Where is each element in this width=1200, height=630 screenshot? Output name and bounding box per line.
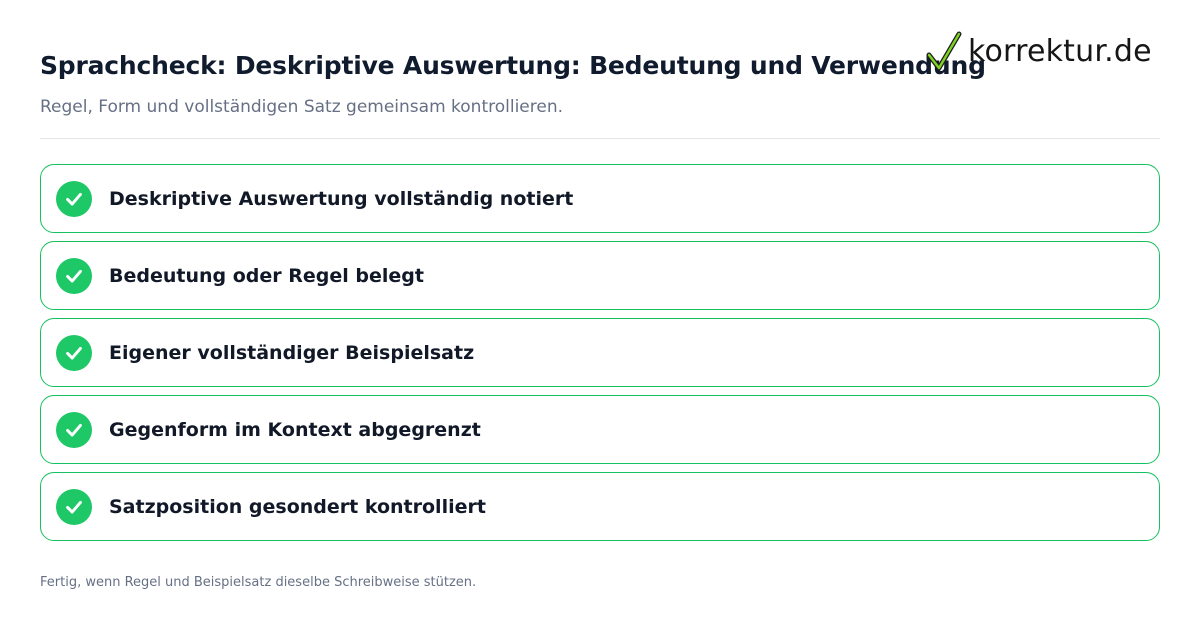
- divider: [40, 138, 1160, 139]
- checklist-item: Satzposition gesondert kontrolliert: [40, 472, 1160, 541]
- check-circle-icon: [56, 488, 92, 525]
- footer-note: Fertig, wenn Regel und Beispielsatz dies…: [40, 575, 477, 590]
- check-circle-icon: [56, 180, 92, 217]
- checklist-item: Deskriptive Auswertung vollständig notie…: [40, 164, 1160, 233]
- checklist-item-label: Bedeutung oder Regel belegt: [109, 264, 424, 287]
- check-mark-icon: [926, 31, 962, 71]
- header: Sprachcheck: Deskriptive Auswertung: Bed…: [40, 50, 986, 118]
- checklist-item-label: Eigener vollständiger Beispielsatz: [109, 341, 475, 364]
- checklist-item: Gegenform im Kontext abgegrenzt: [40, 395, 1160, 464]
- page-subtitle: Regel, Form und vollständigen Satz gemei…: [40, 97, 564, 117]
- logo-text: korrektur.de: [968, 34, 1152, 69]
- page-title: Sprachcheck: Deskriptive Auswertung: Bed…: [40, 51, 986, 80]
- checklist-item: Eigener vollständiger Beispielsatz: [40, 318, 1160, 387]
- check-circle-icon: [56, 257, 92, 294]
- check-circle-icon: [56, 334, 92, 371]
- checklist: Deskriptive Auswertung vollständig notie…: [40, 164, 1160, 549]
- checklist-item-label: Gegenform im Kontext abgegrenzt: [109, 418, 481, 441]
- checklist-item: Bedeutung oder Regel belegt: [40, 241, 1160, 310]
- checklist-item-label: Deskriptive Auswertung vollständig notie…: [109, 187, 574, 210]
- brand-logo: korrektur.de: [926, 30, 1152, 74]
- check-circle-icon: [56, 411, 92, 448]
- checklist-item-label: Satzposition gesondert kontrolliert: [109, 495, 486, 518]
